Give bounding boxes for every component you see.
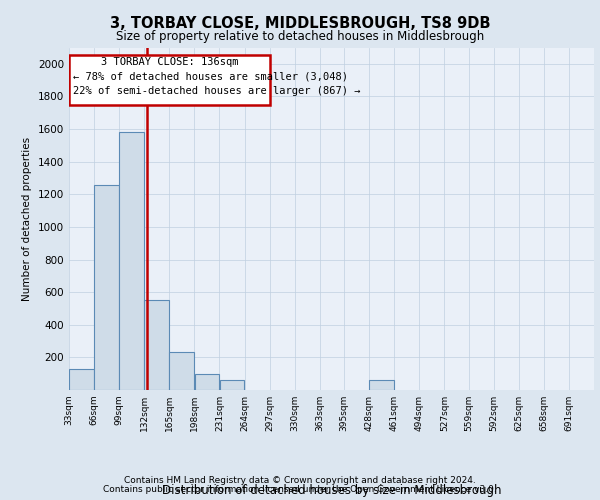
Bar [94, 184, 119, 390]
Bar [69, 369, 94, 390]
Y-axis label: Number of detached properties: Number of detached properties [22, 136, 32, 301]
Text: 22% of semi-detached houses are larger (867) →: 22% of semi-detached houses are larger (… [73, 86, 360, 96]
X-axis label: Distribution of detached houses by size in Middlesbrough: Distribution of detached houses by size … [162, 484, 501, 497]
Bar [145, 300, 169, 390]
Text: Size of property relative to detached houses in Middlesbrough: Size of property relative to detached ho… [116, 30, 484, 43]
Text: 3, TORBAY CLOSE, MIDDLESBROUGH, TS8 9DB: 3, TORBAY CLOSE, MIDDLESBROUGH, TS8 9DB [110, 16, 490, 31]
Bar [69, 55, 269, 106]
Bar [169, 352, 194, 390]
Bar [369, 380, 394, 390]
Text: Contains HM Land Registry data © Crown copyright and database right 2024.: Contains HM Land Registry data © Crown c… [124, 476, 476, 485]
Text: ← 78% of detached houses are smaller (3,048): ← 78% of detached houses are smaller (3,… [73, 72, 348, 82]
Text: Contains public sector information licensed under the Open Government Licence v3: Contains public sector information licen… [103, 485, 497, 494]
Bar [220, 380, 244, 390]
Text: 3 TORBAY CLOSE: 136sqm: 3 TORBAY CLOSE: 136sqm [101, 57, 238, 67]
Bar [119, 132, 144, 390]
Bar [194, 374, 219, 390]
